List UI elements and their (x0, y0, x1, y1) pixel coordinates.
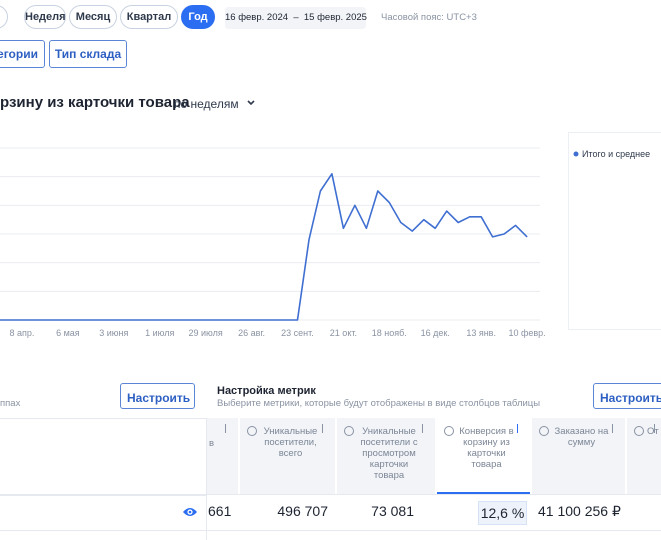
column-divider (206, 418, 207, 540)
note: ппах (0, 398, 21, 409)
x-tick-label: 1 июля (145, 328, 174, 338)
table-left-header (0, 418, 206, 496)
x-tick-label: 29 июля (189, 328, 223, 338)
row-divider (0, 530, 661, 531)
sort-arrow (422, 424, 424, 433)
help-icon (634, 426, 644, 436)
help-icon (444, 426, 454, 436)
x-tick-label: 26 авг. (238, 328, 265, 338)
cell: 73 081 (371, 503, 414, 519)
period-button[interactable]: Месяц (69, 5, 117, 29)
sort-arrow (517, 424, 519, 433)
help-icon (539, 426, 549, 436)
x-tick-label: 16 дек. (421, 328, 450, 338)
help-icon (344, 426, 354, 436)
date-range[interactable]: 16 февр. 2024 – 15 февр. 2025 (225, 7, 367, 29)
legend-label: Итого и среднее (582, 149, 650, 159)
series-line (0, 173, 528, 321)
x-tick-label: 21 окт. (330, 328, 357, 338)
chevron (247, 100, 255, 106)
sort-arrow (322, 424, 324, 433)
x-tick-label: 8 апр. (10, 328, 35, 338)
x-tick-label: 3 июня (99, 328, 128, 338)
granularity-select[interactable]: по неделям (174, 97, 239, 111)
period-button[interactable]: Год (181, 5, 215, 29)
metrics-subtitle: Выберите метрики, которые будут отображе… (217, 398, 541, 409)
cell: 12,6 % (478, 501, 527, 525)
x-tick-label: 6 мая (56, 328, 80, 338)
sort-arrow (612, 424, 614, 433)
chart: 8 апр. 6 мая 3 июня 1 июля 29 июля 26 авг. 23 … (0, 147, 650, 338)
cell: 496 707 (277, 503, 328, 519)
legend-box (568, 132, 661, 330)
period-button[interactable]: Квартал (120, 5, 178, 29)
chart-title: рзину из карточки товара (0, 94, 190, 111)
view-icon[interactable] (182, 505, 198, 519)
help-icon (247, 426, 257, 436)
timezone: Часовой пояс: UTC+3 (381, 12, 477, 23)
column-header[interactable]: в (207, 418, 238, 494)
cell: 41 100 256 ₽ (538, 503, 621, 519)
filter-button[interactable]: Тип склада (49, 40, 127, 68)
column-header[interactable]: От (627, 418, 661, 494)
x-tick-label: 23 сент. (281, 328, 314, 338)
row-divider (0, 494, 661, 495)
period-button[interactable]: Неделя (24, 5, 66, 29)
filter-button[interactable]: егории (0, 40, 45, 68)
x-tick-label: 10 февр. (508, 328, 545, 338)
legend-marker (573, 151, 579, 157)
x-tick-label: 13 янв. (466, 328, 496, 338)
configure-button[interactable]: Настроить (593, 383, 661, 409)
metrics-title: Настройка метрик (217, 385, 316, 397)
sort-arrow (225, 424, 227, 433)
cell: 661 (208, 503, 232, 519)
configure-button[interactable]: Настроить (120, 383, 195, 409)
sort-arrow (654, 424, 656, 433)
x-tick-label: 18 нояб. (372, 328, 407, 338)
